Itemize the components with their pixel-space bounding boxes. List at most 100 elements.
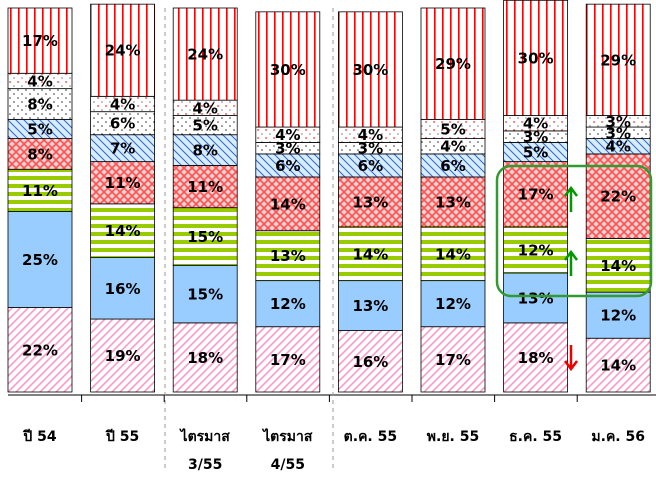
bar-segment bbox=[90, 134, 155, 163]
data-label: 22% bbox=[22, 341, 58, 359]
data-label: 5% bbox=[27, 120, 52, 138]
data-label: 8% bbox=[27, 145, 52, 163]
data-label: 7% bbox=[110, 140, 135, 158]
x-tick-label: ม.ค. 56 bbox=[591, 429, 645, 445]
data-label: 18% bbox=[518, 349, 554, 367]
data-label: 3% bbox=[275, 140, 300, 158]
bar-segment bbox=[7, 7, 73, 74]
data-label: 15% bbox=[187, 286, 223, 304]
data-label: 30% bbox=[270, 61, 306, 79]
data-label: 17% bbox=[518, 186, 554, 204]
bar-segment bbox=[255, 326, 321, 393]
bar-segment bbox=[420, 326, 486, 393]
bar-segment bbox=[7, 138, 73, 170]
bar-segment bbox=[420, 280, 486, 328]
arrows bbox=[564, 185, 578, 372]
data-label: 12% bbox=[435, 295, 471, 313]
bar-segment bbox=[503, 272, 569, 324]
data-label: 6% bbox=[275, 157, 300, 175]
bar-segment bbox=[255, 280, 321, 328]
data-label: 5% bbox=[440, 120, 465, 138]
bar-segment bbox=[172, 322, 238, 393]
x-tick-label: ต.ค. 55 bbox=[343, 429, 398, 445]
data-label: 3% bbox=[605, 124, 630, 142]
data-label: 29% bbox=[435, 55, 471, 73]
data-label: 5% bbox=[523, 144, 548, 162]
bar-segment bbox=[337, 330, 403, 393]
bar-segment bbox=[420, 226, 486, 282]
data-label: 6% bbox=[440, 157, 465, 175]
data-label: 4% bbox=[110, 96, 135, 114]
x-tick-label: ปี 55 bbox=[105, 429, 140, 445]
data-label: 8% bbox=[192, 142, 217, 160]
data-label: 4% bbox=[358, 126, 383, 144]
bar-segment bbox=[7, 211, 73, 308]
bar-segment bbox=[585, 237, 651, 293]
bar-segment bbox=[90, 257, 155, 320]
bar-segment bbox=[172, 264, 238, 324]
data-label: 22% bbox=[600, 188, 636, 206]
data-label: 4% bbox=[440, 138, 465, 156]
data-label: 4% bbox=[27, 72, 52, 90]
bar-segment bbox=[172, 7, 238, 101]
bar-segment bbox=[585, 3, 651, 116]
data-label: 30% bbox=[352, 61, 388, 79]
x-tick-label: ไตรมาส 4/55 bbox=[263, 429, 313, 473]
data-label: 4% bbox=[192, 99, 217, 117]
data-label: 11% bbox=[22, 182, 58, 200]
data-label: 16% bbox=[105, 280, 141, 298]
bar-segment bbox=[337, 280, 403, 331]
data-label: 12% bbox=[270, 295, 306, 313]
bar-segment bbox=[7, 88, 73, 120]
highlight-box bbox=[495, 164, 653, 298]
data-label: 17% bbox=[270, 351, 306, 369]
data-label: 14% bbox=[600, 357, 636, 375]
data-label: 14% bbox=[352, 245, 388, 263]
bar-segment bbox=[585, 337, 651, 393]
data-label: 8% bbox=[27, 96, 52, 114]
bar-segment bbox=[585, 291, 651, 339]
x-tick-label: ปี 54 bbox=[23, 429, 57, 445]
bar-segment bbox=[420, 7, 486, 120]
data-label: 17% bbox=[22, 32, 58, 50]
data-label: 15% bbox=[187, 228, 223, 246]
data-label: 6% bbox=[358, 157, 383, 175]
data-label: 14% bbox=[270, 195, 306, 213]
data-label: 4% bbox=[605, 138, 630, 156]
bar-segment bbox=[255, 230, 321, 282]
bar-segment bbox=[585, 153, 651, 239]
bar-segment bbox=[90, 3, 155, 97]
data-label: 13% bbox=[518, 289, 554, 307]
data-label: 16% bbox=[352, 353, 388, 371]
bar-segment bbox=[255, 176, 321, 232]
data-label: 25% bbox=[22, 251, 58, 269]
bar-segment bbox=[337, 11, 403, 128]
bar-segment bbox=[90, 203, 155, 258]
data-label: 3% bbox=[358, 140, 383, 158]
bar-segment bbox=[172, 207, 238, 266]
bar-segment bbox=[503, 322, 569, 393]
data-label: 13% bbox=[352, 297, 388, 315]
bar-segment bbox=[337, 226, 403, 282]
data-label: 17% bbox=[435, 351, 471, 369]
data-label: 29% bbox=[600, 51, 636, 69]
data-label: 24% bbox=[105, 42, 141, 60]
data-label: 4% bbox=[523, 115, 548, 133]
data-label: 12% bbox=[600, 307, 636, 325]
data-label: 18% bbox=[187, 349, 223, 367]
bar-segment bbox=[255, 11, 321, 128]
x-tick-label: ธ.ค. 55 bbox=[509, 429, 563, 445]
data-label: 14% bbox=[435, 245, 471, 263]
data-label: 4% bbox=[275, 126, 300, 144]
data-label: 13% bbox=[435, 193, 471, 211]
x-tick-label: ไตรมาส 3/55 bbox=[180, 429, 230, 473]
x-tick-label: พ.ย. 55 bbox=[426, 429, 480, 445]
data-label: 3% bbox=[523, 128, 548, 146]
bar-segment bbox=[337, 176, 403, 228]
data-label: 14% bbox=[600, 257, 636, 275]
data-label: 12% bbox=[518, 241, 554, 259]
data-label: 14% bbox=[105, 222, 141, 240]
bar-segment bbox=[172, 165, 238, 209]
data-label: 19% bbox=[105, 347, 141, 365]
